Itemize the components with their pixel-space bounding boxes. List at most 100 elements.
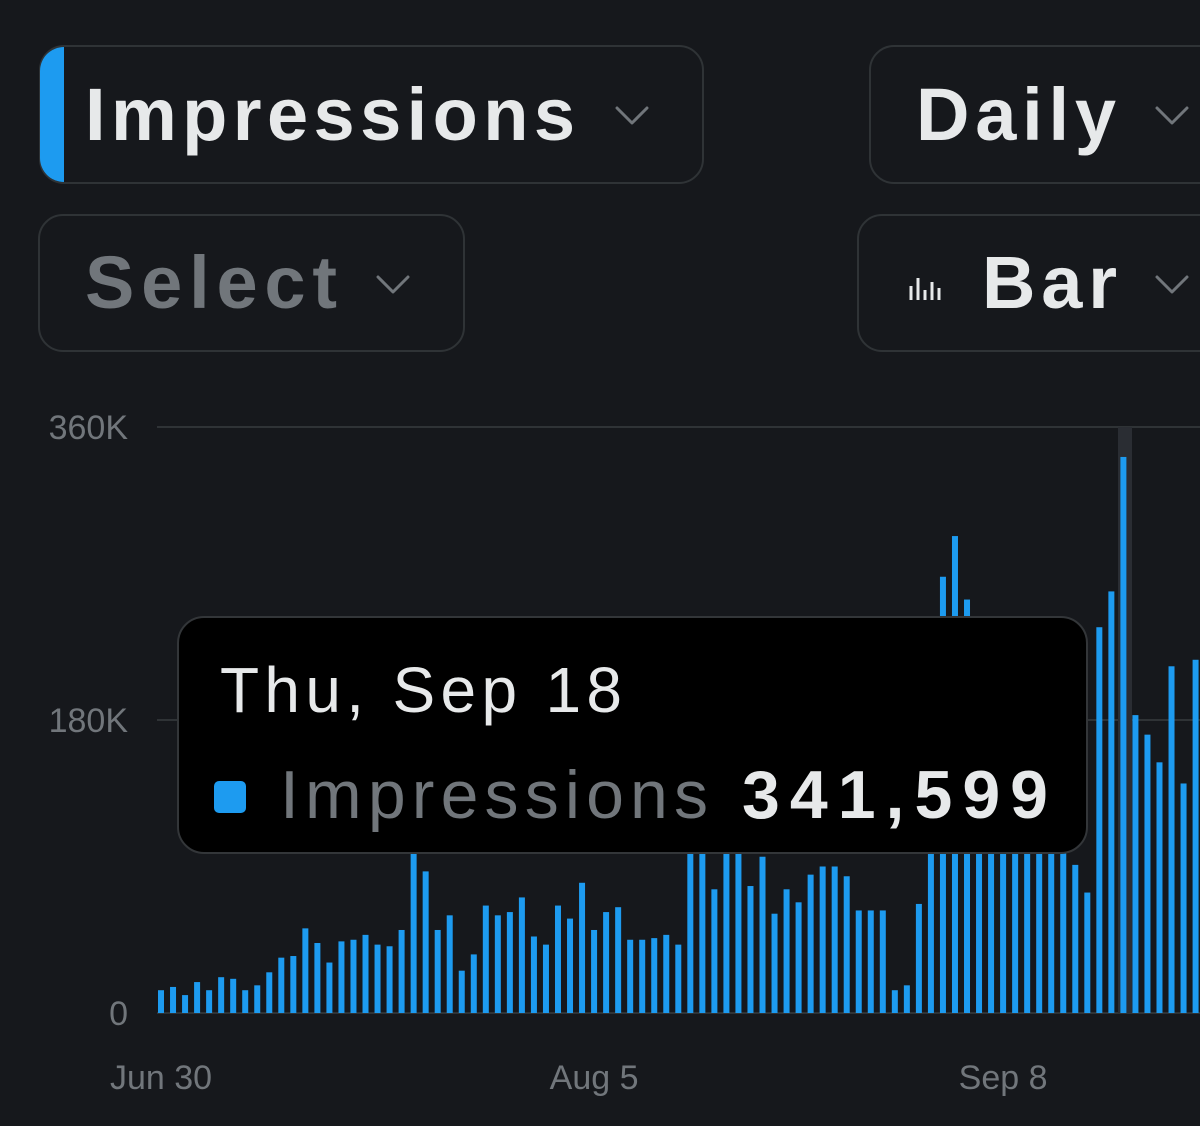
bar xyxy=(567,918,574,1013)
bar-icon xyxy=(909,278,941,300)
bar xyxy=(1144,734,1151,1013)
tooltip-title: Thu, Sep 18 xyxy=(220,654,622,726)
bar xyxy=(362,934,369,1013)
bar xyxy=(290,956,297,1013)
tooltip-series: Impressions xyxy=(280,757,708,833)
tooltip-swatch xyxy=(214,781,246,813)
bar xyxy=(723,842,730,1013)
bar xyxy=(1120,456,1127,1013)
bar xyxy=(675,944,682,1013)
bar xyxy=(530,936,537,1013)
bar xyxy=(1168,666,1175,1013)
bar xyxy=(554,905,561,1013)
y-tick-label: 180K xyxy=(49,702,129,740)
chart-style-dropdown[interactable]: Bar xyxy=(857,214,1200,352)
bar xyxy=(1180,783,1187,1013)
period-dropdown[interactable]: Daily xyxy=(869,45,1200,184)
tooltip: Thu, Sep 18 Impressions 341,599 xyxy=(177,616,1088,854)
bar xyxy=(326,962,333,1013)
bar xyxy=(1108,591,1115,1013)
bar xyxy=(338,941,345,1013)
bar xyxy=(230,978,237,1013)
chevron xyxy=(376,275,410,294)
bar xyxy=(1012,793,1019,1013)
bar xyxy=(506,912,513,1013)
bar xyxy=(1000,785,1007,1013)
bar xyxy=(302,928,309,1013)
bar xyxy=(711,889,718,1013)
bar xyxy=(651,938,658,1013)
tooltip-box xyxy=(177,616,1088,854)
bar xyxy=(182,995,189,1013)
bar xyxy=(915,903,922,1013)
y-tick-label: 0 xyxy=(109,995,128,1033)
bar xyxy=(591,929,598,1013)
bar xyxy=(422,871,429,1013)
bar xyxy=(699,825,706,1013)
bar xyxy=(843,876,850,1013)
bar xyxy=(218,977,225,1013)
bar xyxy=(988,768,995,1013)
bar xyxy=(206,990,213,1013)
bar xyxy=(879,910,886,1013)
bar xyxy=(927,801,934,1013)
bar xyxy=(1036,809,1043,1013)
accent xyxy=(40,47,64,182)
bar xyxy=(266,972,273,1013)
bar xyxy=(242,990,249,1013)
bar xyxy=(759,856,766,1013)
bar xyxy=(446,915,453,1013)
bar xyxy=(639,939,646,1013)
bar xyxy=(783,889,790,1013)
bar xyxy=(855,910,862,1013)
bar xyxy=(1156,762,1163,1013)
chevron xyxy=(1155,275,1189,294)
chevron xyxy=(1155,106,1189,125)
bar xyxy=(579,882,586,1013)
bar xyxy=(434,929,441,1013)
bar xyxy=(1024,801,1031,1013)
dropdown-label: Bar xyxy=(982,241,1117,324)
bar xyxy=(254,985,261,1013)
bar xyxy=(807,874,814,1013)
x-tick-label: Sep 8 xyxy=(959,1059,1048,1097)
bar xyxy=(1096,627,1103,1013)
bar xyxy=(158,990,164,1013)
bar xyxy=(278,957,285,1013)
bar xyxy=(903,985,910,1013)
bar xyxy=(1048,817,1055,1013)
metric-dropdown[interactable]: Impressions xyxy=(39,45,704,184)
bar xyxy=(687,817,694,1013)
bar xyxy=(350,939,357,1013)
x-tick-label: Jun 30 xyxy=(110,1059,212,1097)
bar xyxy=(386,946,393,1013)
bar xyxy=(891,990,898,1013)
bar xyxy=(747,886,754,1013)
bar xyxy=(771,913,778,1013)
dropdown-label: Daily xyxy=(916,73,1116,156)
bar xyxy=(398,929,405,1013)
bar xyxy=(795,902,802,1013)
bar xyxy=(314,943,321,1013)
bar xyxy=(831,866,838,1013)
bar xyxy=(1132,715,1139,1013)
bar xyxy=(194,982,201,1013)
bar xyxy=(482,905,489,1013)
y-tick-label: 360K xyxy=(49,409,129,447)
dropdown-label: Impressions xyxy=(85,73,575,156)
chevron xyxy=(615,106,649,125)
compare-dropdown[interactable]: Select xyxy=(38,214,465,352)
bar xyxy=(867,910,874,1013)
bar xyxy=(735,850,742,1013)
bar xyxy=(494,915,501,1013)
bar xyxy=(615,907,622,1013)
bar xyxy=(470,954,477,1013)
bar xyxy=(1072,864,1079,1013)
bar xyxy=(1060,850,1067,1013)
bar xyxy=(976,768,983,1013)
bar xyxy=(518,897,525,1013)
bar xyxy=(1084,892,1091,1013)
